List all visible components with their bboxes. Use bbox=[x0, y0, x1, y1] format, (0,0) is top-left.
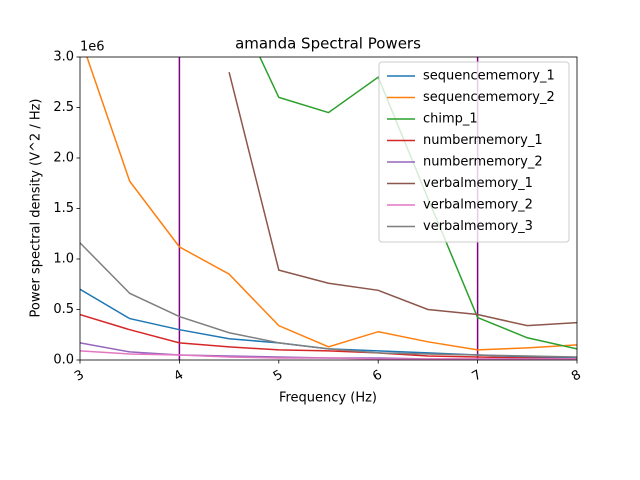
legend-label: chimp_1 bbox=[423, 112, 478, 127]
y-offset-label: 1e6 bbox=[80, 40, 105, 55]
legend: sequencememory_1 sequencememory_2 chimp_1n… bbox=[378, 61, 570, 243]
series-line bbox=[80, 350, 577, 360]
y-tick-label: 0.0 bbox=[53, 353, 74, 368]
legend-label: sequencememory_1 bbox=[423, 69, 555, 84]
y-axis-label: Power spectral density (V^2 / Hz) bbox=[29, 98, 44, 317]
y-tick-label: 2.0 bbox=[53, 151, 74, 166]
legend-label: verbalmemory_2 bbox=[423, 198, 533, 213]
legend-box bbox=[378, 61, 570, 243]
series-line bbox=[228, 71, 577, 327]
legend-label: sequencememory_2 bbox=[423, 90, 555, 105]
chart-title: amanda Spectral Powers bbox=[235, 35, 421, 53]
legend-label: verbalmemory_3 bbox=[423, 219, 533, 234]
series-line bbox=[80, 313, 577, 360]
series-line bbox=[80, 242, 577, 358]
legend-label: verbalmemory_1 bbox=[423, 176, 533, 191]
legend-label: numbermemory_2 bbox=[423, 155, 543, 170]
y-tick-label: 3.0 bbox=[53, 50, 74, 65]
y-tick-label: 1.5 bbox=[53, 201, 74, 216]
x-axis-label: Frequency (Hz) bbox=[279, 391, 377, 406]
y-tick-label: 0.5 bbox=[53, 302, 74, 317]
series-line bbox=[86, 57, 577, 351]
legend-label: numbermemory_1 bbox=[423, 133, 543, 148]
y-tick-label: 2.5 bbox=[53, 100, 74, 115]
y-tick-label: 1.0 bbox=[53, 252, 74, 267]
